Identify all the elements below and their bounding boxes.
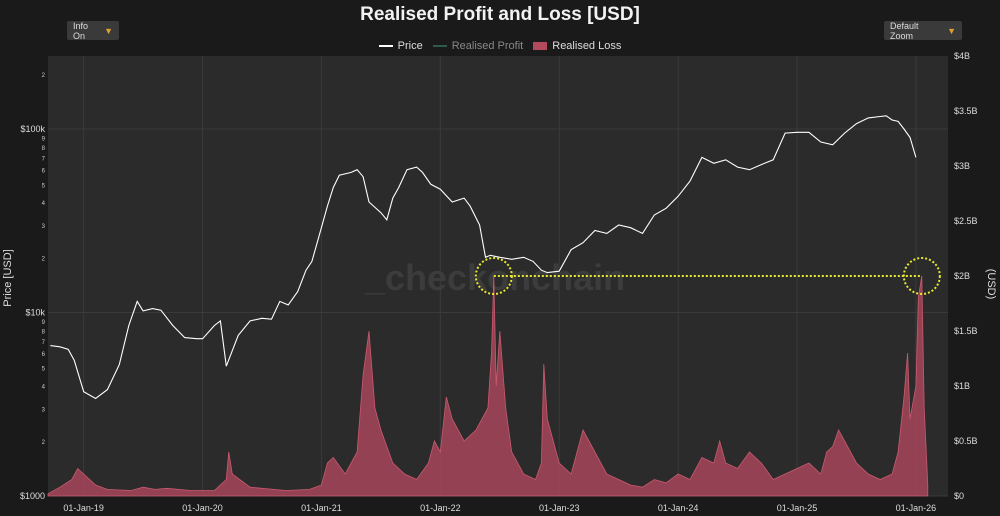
realised-loss-series <box>47 275 929 497</box>
y-left-tick-label: 7 <box>42 340 46 346</box>
y-right-tick-label: $2B <box>954 271 970 281</box>
zoom-label: Default Zoom <box>890 20 919 41</box>
legend-label-realised-loss: Realised Loss <box>552 40 622 52</box>
watermark: _checkonchain <box>364 257 625 298</box>
info-toggle-dropdown[interactable]: Info On ▼ <box>67 20 119 41</box>
y-left-tick-label: 9 <box>42 136 46 142</box>
y-left-tick-label: 5 <box>42 367 46 373</box>
y-left-tick-label: 6 <box>42 352 46 358</box>
dropdown-arrow-icon: ▼ <box>947 25 956 36</box>
y-left-tick-label: $10k <box>25 308 45 318</box>
y-left-tick-label: 2 <box>42 256 46 262</box>
legend-item-price[interactable]: Price <box>378 40 423 52</box>
y-right-tick-label: $0.5B <box>954 436 978 446</box>
legend-item-realised-profit[interactable]: Realised Profit <box>432 40 524 52</box>
y-left-tick-label: 8 <box>42 146 46 152</box>
y-left-tick-label: 9 <box>42 320 46 326</box>
y-right-tick-label: $4B <box>954 51 970 61</box>
y-axis-right: $0 $0.5B $1B $1.5B $2B $2.5B $3B $3.5B $4B <box>954 51 978 501</box>
y-axis-right-label: Realised Value (USD) <box>985 247 1000 321</box>
y-axis-left-label: Price [USD] <box>2 249 14 307</box>
realised-loss-area <box>47 275 929 497</box>
y-left-tick-label: $100k <box>20 124 45 134</box>
y-left-tick-label: 4 <box>42 385 46 391</box>
y-right-tick-label: $0 <box>954 491 964 501</box>
legend-swatch-realised-loss <box>533 42 548 50</box>
annotation-circle-left <box>474 257 513 295</box>
y-right-tick-label: $3.5B <box>954 106 978 116</box>
y-left-tick-label: 2 <box>42 73 46 79</box>
y-left-tick-label: 5 <box>42 183 46 189</box>
y-right-tick-label: $1B <box>954 381 970 391</box>
x-tick-label: 01-Jan-26 <box>896 503 937 513</box>
y-left-tick-label: 3 <box>42 224 46 230</box>
legend: Price Realised Profit Realised Loss <box>0 40 1000 52</box>
chart-title: Realised Profit and Loss [USD] <box>360 4 640 25</box>
price-line <box>50 115 917 400</box>
y-left-tick-label: 3 <box>42 407 46 413</box>
x-tick-label: 01-Jan-20 <box>182 503 223 513</box>
legend-item-realised-loss[interactable]: Realised Loss <box>533 40 621 52</box>
zoom-dropdown[interactable]: Default Zoom ▼ <box>884 20 962 41</box>
y-left-tick-label: 6 <box>42 169 46 175</box>
y-right-tick-label: $1.5B <box>954 326 978 336</box>
y-right-tick-label: $3B <box>954 161 970 171</box>
dropdown-arrow-icon: ▼ <box>104 25 113 36</box>
annotation-layer <box>474 257 941 295</box>
y-left-tick-label: 2 <box>42 440 46 446</box>
y-left-tick-label: 4 <box>42 201 46 207</box>
y-left-tick-label: 7 <box>42 156 46 162</box>
legend-label-realised-profit: Realised Profit <box>451 40 524 52</box>
x-tick-label: 01-Jan-21 <box>301 503 342 513</box>
y-axis-left: $1000 2 3 4 5 6 7 8 9 $10k 2 3 4 5 6 7 8 9 $100k 2 <box>20 73 46 501</box>
y-right-tick-label: $2.5B <box>954 216 978 226</box>
legend-swatch-realised-profit <box>432 45 447 47</box>
price-series <box>50 115 917 400</box>
info-toggle-label: Info On <box>73 20 89 41</box>
x-tick-label: 01-Jan-19 <box>63 503 104 513</box>
legend-label-price: Price <box>397 40 423 52</box>
x-tick-label: 01-Jan-24 <box>658 503 699 513</box>
x-tick-label: 01-Jan-23 <box>539 503 580 513</box>
legend-swatch-price <box>378 45 393 47</box>
x-axis: 01-Jan-19 01-Jan-20 01-Jan-21 01-Jan-22 01-J… <box>63 503 936 513</box>
x-tick-label: 01-Jan-25 <box>777 503 818 513</box>
annotation-circle-right <box>902 257 941 295</box>
x-tick-label: 01-Jan-22 <box>420 503 461 513</box>
y-left-tick-label: $1000 <box>20 491 45 501</box>
y-left-tick-label: 8 <box>42 329 46 335</box>
